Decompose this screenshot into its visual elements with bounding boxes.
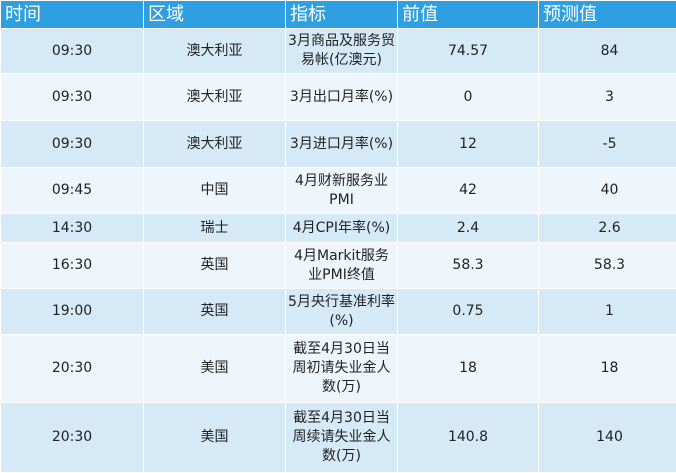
cell-prev: 2.4 [398,214,539,243]
cell-region: 英国 [144,289,286,335]
cell-prev: 140.8 [398,403,539,473]
cell-region: 澳大利亚 [144,121,286,168]
cell-time: 16:30 [1,243,144,289]
cell-time: 09:30 [1,74,144,121]
cell-prev: 58.3 [398,243,539,289]
cell-prev: 18 [398,335,539,403]
cell-forecast: 58.3 [539,243,676,289]
cell-indicator: 4月财新服务业PMI [286,168,398,214]
cell-forecast: 40 [539,168,676,214]
cell-prev: 74.57 [398,29,539,74]
cell-indicator: 3月商品及服务贸易帐(亿澳元) [286,29,398,74]
cell-region: 瑞士 [144,214,286,243]
cell-indicator: 3月进口月率(%) [286,121,398,168]
cell-prev: 12 [398,121,539,168]
cell-forecast: 140 [539,403,676,473]
cell-indicator: 截至4月30日当周续请失业金人数(万) [286,403,398,473]
cell-forecast: 3 [539,74,676,121]
cell-region: 美国 [144,403,286,473]
cell-prev: 0 [398,74,539,121]
header-indicator: 指标 [286,1,398,29]
cell-forecast: 84 [539,29,676,74]
cell-time: 09:30 [1,121,144,168]
cell-indicator: 4月Markit服务业PMI终值 [286,243,398,289]
cell-indicator: 5月央行基准利率(%) [286,289,398,335]
cell-time: 09:45 [1,168,144,214]
cell-time: 14:30 [1,214,144,243]
header-forecast: 预测值 [539,1,676,29]
cell-region: 澳大利亚 [144,29,286,74]
header-region: 区域 [144,1,286,29]
cell-region: 英国 [144,243,286,289]
cell-indicator: 截至4月30日当周初请失业金人数(万) [286,335,398,403]
cell-indicator: 4月CPI年率(%) [286,214,398,243]
cell-region: 中国 [144,168,286,214]
cell-forecast: 2.6 [539,214,676,243]
cell-prev: 42 [398,168,539,214]
header-time: 时间 [1,1,144,29]
cell-region: 澳大利亚 [144,74,286,121]
cell-forecast: 1 [539,289,676,335]
cell-time: 20:30 [1,335,144,403]
cell-prev: 0.75 [398,289,539,335]
cell-time: 19:00 [1,289,144,335]
cell-forecast: 18 [539,335,676,403]
header-row: 时间 区域 指标 前值 预测值 [1,1,676,29]
header-previous: 前值 [398,1,539,29]
cell-region: 美国 [144,335,286,403]
cell-time: 20:30 [1,403,144,473]
cell-time: 09:30 [1,29,144,74]
cell-indicator: 3月出口月率(%) [286,74,398,121]
cell-forecast: -5 [539,121,676,168]
